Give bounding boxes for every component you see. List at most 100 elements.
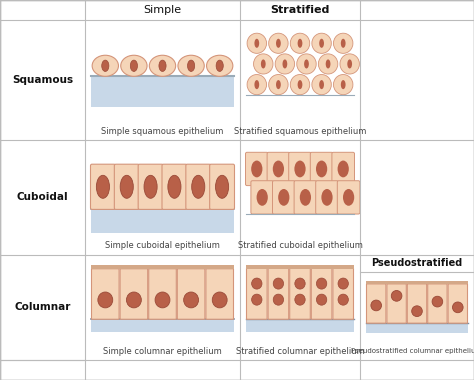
Bar	[246, 146, 354, 231]
Ellipse shape	[295, 278, 305, 289]
Text: Simple cuboidal epithelium: Simple cuboidal epithelium	[105, 242, 220, 250]
Ellipse shape	[269, 74, 288, 95]
Ellipse shape	[347, 59, 352, 68]
Ellipse shape	[102, 60, 109, 71]
Ellipse shape	[96, 175, 109, 198]
Ellipse shape	[256, 189, 268, 206]
Ellipse shape	[334, 33, 353, 53]
Ellipse shape	[298, 80, 302, 89]
FancyBboxPatch shape	[114, 164, 139, 209]
Ellipse shape	[212, 292, 227, 308]
FancyBboxPatch shape	[310, 152, 333, 185]
Ellipse shape	[207, 55, 233, 76]
Ellipse shape	[254, 54, 273, 74]
Ellipse shape	[251, 161, 263, 177]
Text: Stratified squamous epithelium: Stratified squamous epithelium	[234, 127, 366, 136]
FancyBboxPatch shape	[268, 268, 289, 319]
Text: Simple squamous epithelium: Simple squamous epithelium	[101, 127, 224, 136]
FancyBboxPatch shape	[206, 269, 234, 319]
Ellipse shape	[312, 74, 331, 95]
Bar	[91, 209, 234, 233]
Ellipse shape	[317, 278, 327, 289]
FancyBboxPatch shape	[289, 152, 311, 185]
FancyBboxPatch shape	[246, 152, 268, 185]
FancyBboxPatch shape	[290, 268, 310, 319]
Ellipse shape	[294, 161, 306, 177]
Ellipse shape	[183, 292, 199, 308]
Ellipse shape	[273, 161, 284, 177]
Bar	[91, 26, 234, 116]
FancyBboxPatch shape	[311, 268, 332, 319]
FancyBboxPatch shape	[138, 164, 163, 209]
Ellipse shape	[338, 278, 348, 289]
Ellipse shape	[144, 175, 157, 198]
Ellipse shape	[276, 39, 281, 48]
Bar	[246, 265, 354, 269]
Ellipse shape	[261, 59, 265, 68]
Ellipse shape	[255, 80, 259, 89]
Bar	[91, 319, 234, 332]
FancyBboxPatch shape	[91, 164, 115, 209]
Bar	[91, 261, 234, 336]
FancyBboxPatch shape	[186, 164, 210, 209]
Text: Stratified: Stratified	[270, 5, 330, 15]
Ellipse shape	[317, 294, 327, 305]
Ellipse shape	[290, 74, 310, 95]
Text: Stratified cuboidal epithelium: Stratified cuboidal epithelium	[237, 242, 363, 250]
Ellipse shape	[319, 54, 338, 74]
FancyBboxPatch shape	[162, 164, 187, 209]
Ellipse shape	[120, 175, 133, 198]
FancyBboxPatch shape	[273, 181, 295, 214]
Ellipse shape	[149, 55, 176, 76]
FancyBboxPatch shape	[210, 164, 235, 209]
Text: Simple: Simple	[144, 5, 182, 15]
FancyBboxPatch shape	[91, 269, 119, 319]
FancyBboxPatch shape	[332, 152, 355, 185]
Ellipse shape	[340, 54, 359, 74]
Ellipse shape	[121, 55, 147, 76]
Ellipse shape	[319, 39, 324, 48]
FancyBboxPatch shape	[333, 268, 354, 319]
Ellipse shape	[276, 80, 281, 89]
Text: Stratified columnar epithelium: Stratified columnar epithelium	[236, 347, 365, 356]
Text: Squamous: Squamous	[12, 75, 73, 85]
Ellipse shape	[255, 39, 259, 48]
FancyBboxPatch shape	[387, 284, 406, 323]
FancyBboxPatch shape	[267, 152, 290, 185]
Ellipse shape	[295, 294, 305, 305]
Ellipse shape	[304, 59, 309, 68]
Ellipse shape	[321, 189, 333, 206]
Ellipse shape	[297, 54, 316, 74]
Ellipse shape	[341, 39, 346, 48]
Ellipse shape	[371, 300, 382, 311]
Bar	[91, 146, 234, 231]
Ellipse shape	[283, 59, 287, 68]
Ellipse shape	[343, 189, 354, 206]
FancyBboxPatch shape	[428, 284, 447, 323]
Ellipse shape	[298, 39, 302, 48]
Ellipse shape	[273, 278, 283, 289]
Bar	[246, 261, 354, 336]
Bar	[366, 278, 468, 336]
Ellipse shape	[412, 306, 422, 317]
Ellipse shape	[168, 175, 181, 198]
Ellipse shape	[188, 60, 195, 71]
Bar	[91, 265, 234, 269]
Bar	[91, 76, 234, 107]
Ellipse shape	[341, 80, 346, 89]
Ellipse shape	[319, 80, 324, 89]
Ellipse shape	[269, 33, 288, 53]
Ellipse shape	[312, 33, 331, 53]
Ellipse shape	[338, 294, 348, 305]
Ellipse shape	[247, 33, 266, 53]
FancyBboxPatch shape	[246, 268, 267, 319]
Text: Pseudostratified columnar epithelium: Pseudostratified columnar epithelium	[351, 348, 474, 354]
Ellipse shape	[252, 278, 262, 289]
Text: Pseudostratified: Pseudostratified	[371, 258, 463, 269]
FancyBboxPatch shape	[337, 181, 360, 214]
Text: Cuboidal: Cuboidal	[17, 193, 68, 203]
FancyBboxPatch shape	[120, 269, 148, 319]
Text: Columnar: Columnar	[14, 302, 71, 312]
Ellipse shape	[216, 60, 223, 71]
Ellipse shape	[275, 54, 295, 74]
